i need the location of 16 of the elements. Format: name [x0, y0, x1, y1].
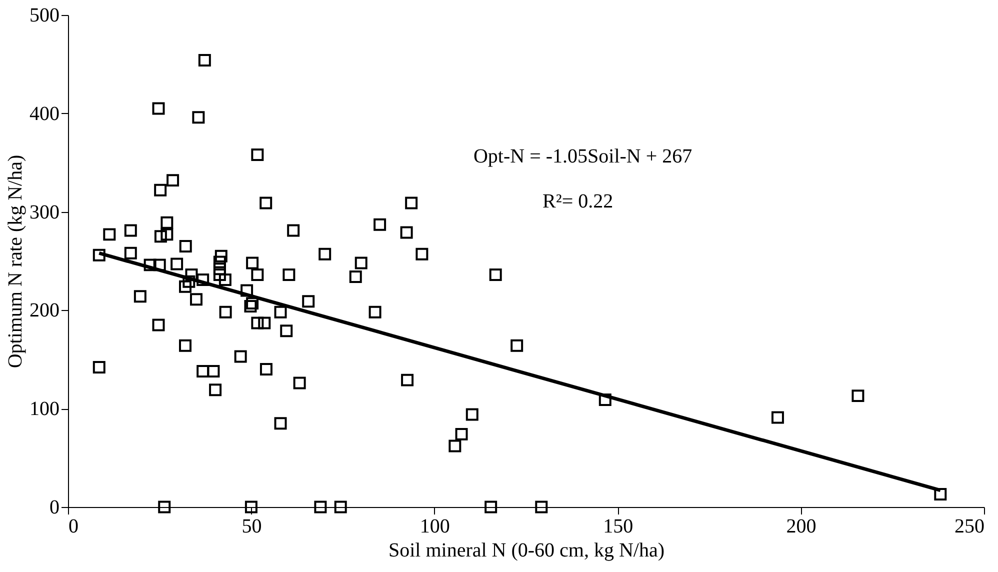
- y-tick-label: 400: [30, 102, 60, 125]
- x-tick-label: 200: [786, 516, 816, 538]
- x-tick-label: 50: [242, 516, 262, 538]
- y-axis-title: Optimum N rate (kg N/ha): [4, 154, 26, 368]
- y-tick-label: 300: [30, 201, 60, 224]
- y-tick-label: 200: [30, 300, 60, 322]
- x-tick-label: 0: [68, 516, 78, 538]
- annotation: R²= 0.22: [542, 190, 614, 212]
- annotation: Opt-N = -1.05Soil-N + 267: [473, 145, 692, 168]
- x-tick-label: 250: [954, 516, 984, 538]
- x-tick-label: 150: [603, 516, 634, 538]
- y-tick-label: 500: [30, 4, 60, 26]
- x-tick-label: 100: [420, 516, 450, 538]
- y-tick-label: 100: [30, 398, 60, 420]
- y-tick-label: 0: [50, 496, 60, 518]
- x-axis-title: Soil mineral N (0-60 cm, kg N/ha): [388, 540, 665, 562]
